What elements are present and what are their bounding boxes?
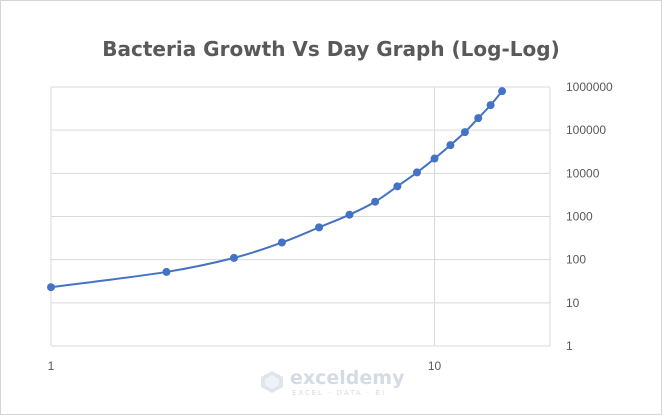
- exceldemy-logo-icon: [261, 371, 283, 393]
- y-tick-label: 1000: [566, 210, 593, 224]
- data-point: [430, 154, 439, 163]
- y-tick-label: 100000: [566, 123, 606, 137]
- chart-title: Bacteria Growth Vs Day Graph (Log-Log): [102, 37, 560, 61]
- data-point: [345, 210, 354, 219]
- x-tick-label: 1: [48, 359, 55, 373]
- y-tick-label: 100: [566, 253, 586, 267]
- data-point: [474, 114, 483, 123]
- data-point: [393, 182, 402, 191]
- y-tick-label: 1000000: [566, 80, 613, 94]
- exceldemy-watermark: exceldemy EXCEL · DATA · BI: [258, 367, 408, 401]
- x-tick-label: 10: [428, 359, 442, 373]
- watermark-name: exceldemy: [290, 367, 405, 389]
- data-point: [446, 141, 455, 150]
- data-point: [162, 267, 171, 276]
- y-tick-label: 1: [566, 339, 573, 353]
- watermark-tagline: EXCEL · DATA · BI: [292, 389, 387, 397]
- data-point: [498, 87, 507, 96]
- data-point: [277, 238, 286, 247]
- data-point: [486, 101, 495, 110]
- y-tick-label: 10000: [566, 166, 600, 180]
- data-point: [315, 223, 324, 232]
- data-point: [229, 253, 238, 262]
- data-point: [412, 168, 421, 177]
- data-point: [47, 283, 55, 292]
- data-point: [371, 197, 380, 206]
- y-tick-label: 10: [566, 296, 580, 310]
- data-point: [460, 128, 469, 137]
